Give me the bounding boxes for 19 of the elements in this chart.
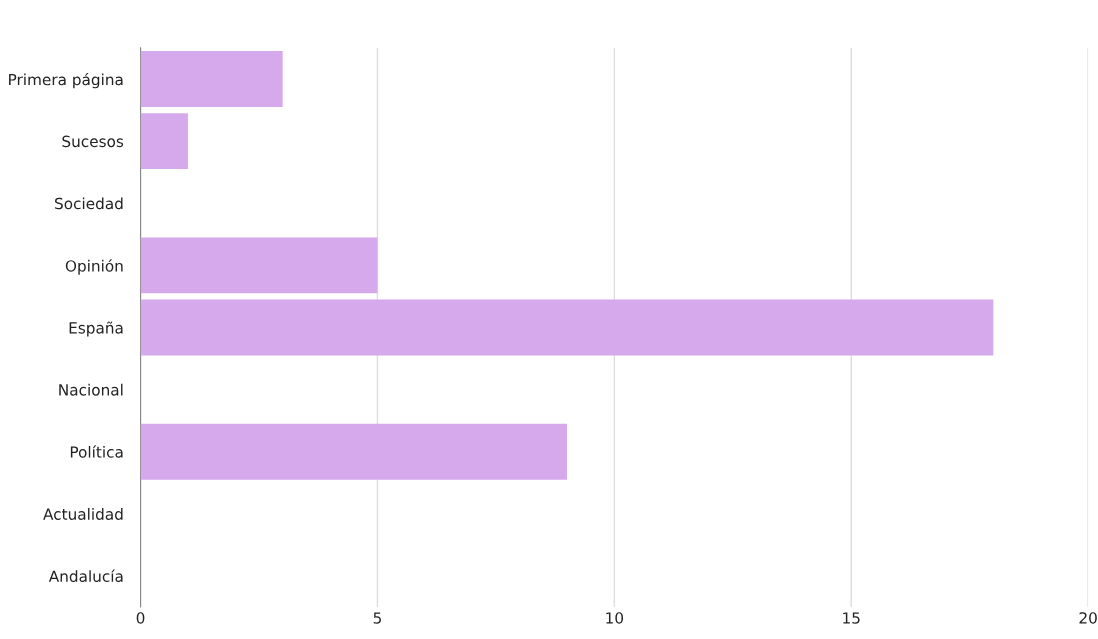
x-tick-label: 0 <box>136 612 145 624</box>
y-tick-label: Actualidad <box>43 508 123 520</box>
y-tick-label: Primera página <box>9 72 123 89</box>
y-tick-label: Política <box>70 445 123 458</box>
bar <box>140 299 994 356</box>
x-tick-label: 10 <box>606 612 624 624</box>
bar <box>140 51 283 107</box>
y-tick-label: Nacional <box>59 383 123 396</box>
y-tick-label: Sucesos <box>62 135 124 148</box>
y-tick-label: España <box>69 321 123 337</box>
y-tick-label: Opinión <box>65 259 123 275</box>
x-tick-label: 20 <box>1079 612 1097 624</box>
y-tick-label: Sociedad <box>55 197 123 210</box>
bar <box>140 237 378 294</box>
bar <box>140 423 567 480</box>
x-tick-label: 5 <box>373 612 381 624</box>
bar <box>140 113 188 170</box>
x-tick-label: 15 <box>843 612 860 624</box>
y-tick-label: Andalucía <box>48 569 123 583</box>
